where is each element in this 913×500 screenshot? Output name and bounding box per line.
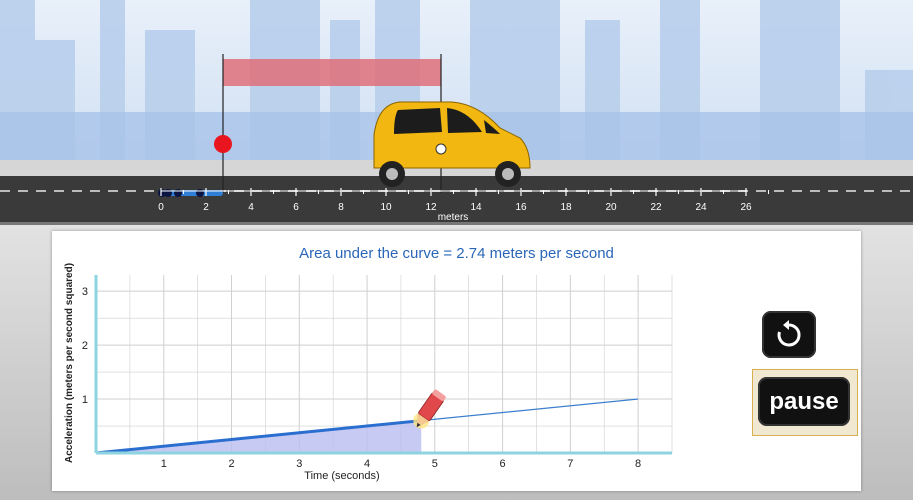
distance-ruler: 0 2 4 6 8 10 12 14 16 18 20 22 24 26 (158, 188, 769, 213)
traced-acceleration-line (95, 419, 422, 455)
ruler-tick-label: 6 (293, 202, 299, 213)
y-axis-label: Acceleration (meters per second squared) (64, 263, 75, 463)
area-under-curve (96, 420, 422, 453)
ruler-tick-label: 26 (740, 202, 752, 213)
ruler-tick-label: 16 (515, 202, 527, 213)
ruler-tick-label: 24 (695, 202, 707, 213)
pause-button[interactable]: pause (758, 377, 850, 426)
ruler-tick-label: 22 (650, 202, 662, 213)
graph-title: Area under the curve = 2.74 meters per s… (299, 245, 614, 262)
car[interactable] (373, 101, 531, 187)
y-tick-label: 3 (82, 286, 88, 298)
acceleration-graph[interactable]: 1 2 3 4 5 6 7 8 1 2 3 Time (seconds) Acceleration… (52, 231, 861, 491)
ruler-tick-label: 2 (203, 202, 209, 213)
y-tick-label: 2 (82, 340, 88, 352)
ruler-tick-label: 20 (605, 202, 617, 213)
ruler-tick-label: 14 (470, 202, 482, 213)
position-marker[interactable] (214, 135, 232, 153)
ruler-tick-label: 12 (425, 202, 437, 213)
motion-scene: 0 2 4 6 8 10 12 14 16 18 20 22 24 26 meters (0, 0, 913, 225)
ruler-unit-label: meters (438, 212, 469, 223)
reset-button[interactable] (762, 311, 816, 358)
pencil-icon[interactable] (411, 389, 447, 431)
x-tick-label: 4 (364, 458, 370, 470)
ruler-tick-label: 0 (158, 202, 164, 213)
x-axis-label: Time (seconds) (304, 470, 379, 482)
x-tick-label: 2 (228, 458, 234, 470)
graph-panel: 1 2 3 4 5 6 7 8 1 2 3 Time (seconds) Acceleration… (52, 231, 861, 491)
x-tick-label: 1 (161, 458, 167, 470)
x-tick-label: 7 (567, 458, 573, 470)
y-tick-label: 1 (82, 394, 88, 406)
x-tick-label: 3 (296, 458, 302, 470)
x-tick-label: 8 (635, 458, 641, 470)
x-tick-label: 6 (500, 458, 506, 470)
ruler-tick-label: 8 (338, 202, 344, 213)
distance-bar (223, 59, 441, 86)
x-tick-label: 5 (432, 458, 438, 470)
ruler-tick-label: 10 (380, 202, 392, 213)
ruler-tick-label: 18 (560, 202, 572, 213)
reset-icon (777, 319, 801, 346)
ruler-tick-label: 4 (248, 202, 254, 213)
